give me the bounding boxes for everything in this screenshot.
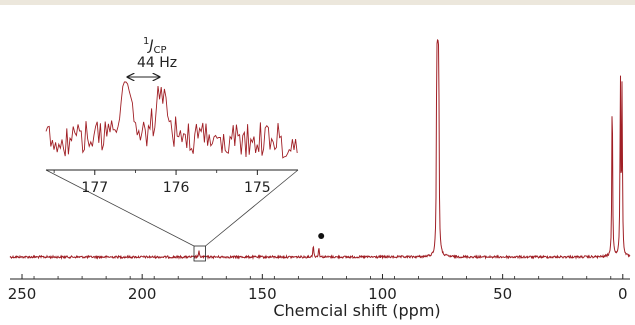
main-tick-label: 100	[368, 285, 397, 303]
zoom-connector-left	[45, 169, 195, 247]
main-tick-label: 250	[8, 285, 37, 303]
coupling-label: 1JCP	[143, 36, 167, 56]
zoom-region-box	[193, 245, 206, 262]
coupling-label-main: J	[146, 38, 153, 54]
zoom-connector-right	[205, 169, 299, 247]
main-tick-label: 200	[128, 285, 157, 303]
inset-tick-label: 175	[244, 180, 271, 196]
main-tick-label: 150	[248, 285, 277, 303]
coupling-value: 44 Hz	[137, 55, 177, 71]
x-axis-title: Chemcial shift (ppm)	[273, 301, 440, 320]
coupling-label-sub: CP	[154, 45, 167, 56]
coupling-label-super: 1	[143, 36, 149, 47]
main-spectrum-line	[9, 39, 631, 260]
main-tick-label: 0	[618, 285, 628, 303]
inset-spectrum-line	[45, 81, 298, 159]
inset-tick-group: 177 176 175	[53, 170, 271, 196]
main-tick-label: 50	[493, 285, 512, 303]
inset-tick-label: 177	[81, 180, 108, 196]
top-border	[0, 0, 635, 5]
inset-tick-label: 176	[163, 180, 190, 196]
main-tick-group: 250 200 150 100 50 0	[8, 274, 628, 303]
impurity-marker	[318, 233, 325, 239]
